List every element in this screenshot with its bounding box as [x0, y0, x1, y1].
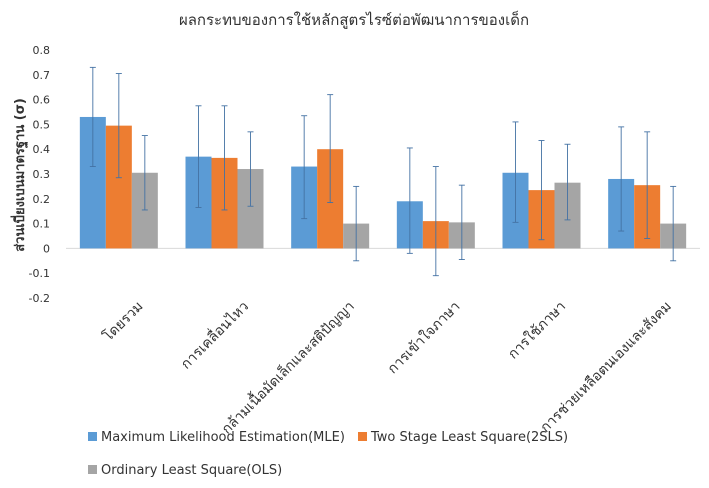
y-tick-label: 0.1 [33, 218, 51, 231]
y-tick-label: 0.4 [33, 143, 51, 156]
chart-title: ผลกระทบของการใช้หลักสูตรไรซ์ต่อพัฒนาการข… [179, 10, 529, 29]
category-label: การเคลื่อนไหว [177, 297, 252, 372]
error-bars [89, 66, 677, 277]
y-tick-labels: -0.2 -0.1 0 0.1 0.2 0.3 0.4 0.5 0.6 0.7 0.8 [29, 44, 50, 305]
y-tick-label: 0.2 [33, 193, 51, 206]
legend-label: Ordinary Least Square(OLS) [101, 463, 282, 478]
category-labels: โดยรวม การเคลื่อนไหวกล้ามเนื้อมัดเล็กและส… [100, 296, 675, 437]
category-label: การใช้ภาษา [505, 298, 570, 363]
y-tick-label: -0.1 [29, 267, 50, 280]
y-tick-label: -0.2 [29, 292, 50, 305]
category-label: โดยรวม [100, 298, 147, 345]
legend-swatch [88, 432, 97, 441]
y-tick-label: 0.6 [33, 94, 51, 107]
y-axis-label: ส่วนเบี่ยงเบนมาตรฐาน (σ) [10, 98, 29, 252]
category-label: การเข้าใจภาษา [384, 298, 463, 377]
legend-swatch [358, 432, 367, 441]
y-tick-label: 0 [43, 242, 50, 255]
legend-label: Maximum Likelihood Estimation(MLE) [101, 430, 345, 445]
legend-label: Two Stage Least Square(2SLS) [370, 430, 568, 445]
bars [79, 116, 687, 249]
legend: Maximum Likelihood Estimation(MLE) Two St… [88, 430, 568, 478]
y-tick-label: 0.3 [33, 168, 51, 181]
y-tick-label: 0.5 [33, 118, 51, 131]
y-tick-label: 0.8 [33, 44, 51, 57]
y-tick-label: 0.7 [33, 69, 51, 82]
legend-swatch [88, 465, 97, 474]
